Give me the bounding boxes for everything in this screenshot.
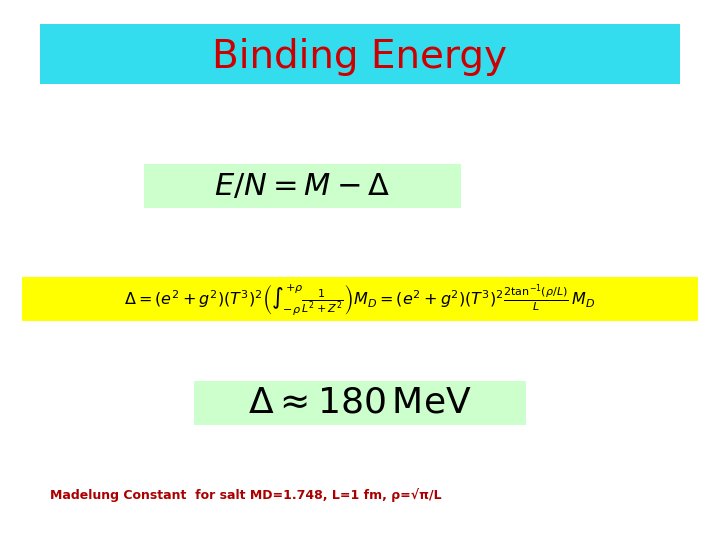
FancyBboxPatch shape: [22, 277, 698, 321]
FancyBboxPatch shape: [144, 164, 461, 208]
Text: Binding Energy: Binding Energy: [212, 38, 508, 76]
Text: $E/N = M - \Delta$: $E/N = M - \Delta$: [215, 172, 390, 201]
FancyBboxPatch shape: [194, 381, 526, 425]
Text: $\Delta =(e^2+g^2)(T^3)^2\left(\int_{-\rho}^{+\rho}\frac{1}{L^2+Z^2}\right)M_D =: $\Delta =(e^2+g^2)(T^3)^2\left(\int_{-\r…: [125, 282, 595, 317]
FancyBboxPatch shape: [40, 24, 680, 84]
Text: $\Delta \approx 180\,\mathrm{MeV}$: $\Delta \approx 180\,\mathrm{MeV}$: [248, 386, 472, 419]
Text: Madelung Constant  for salt MD=1.748, L=1 fm, ρ=√π/L: Madelung Constant for salt MD=1.748, L=1…: [50, 488, 442, 502]
